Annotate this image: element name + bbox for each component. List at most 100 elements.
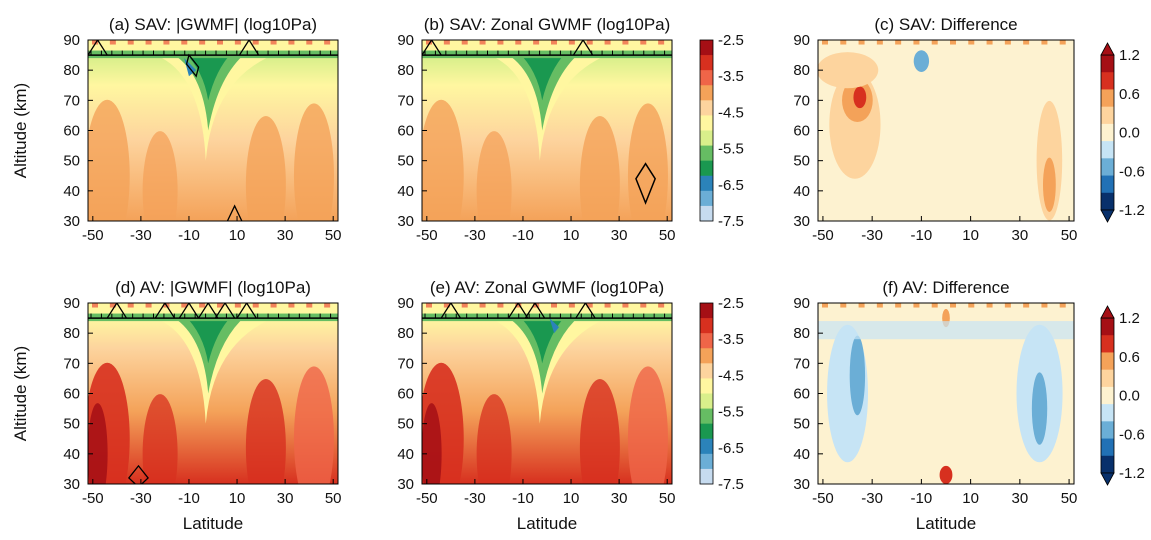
y-tick-label: 60 [63,386,80,403]
colorbar-label: -4.5 [718,367,744,384]
colorbar-label: -0.6 [1119,426,1145,443]
panel-f: (f) AV: Difference -50 -30 -10 10 30 50 30 40 50 6… [793,278,1077,533]
x-axis-label: Latitude [517,514,578,533]
x-tick-label: 30 [611,227,628,244]
heatmap-field [818,40,1074,221]
y-tick-label: 90 [397,32,414,49]
diff-colorbar: 1.2 0.6 0.0 -0.6 -1.2 [1100,42,1145,223]
x-tick-label: -50 [82,227,104,244]
x-tick-label: -10 [178,227,200,244]
y-axis-label: Altitude (km) [11,346,30,441]
colorbar-label: -7.5 [718,476,744,493]
x-tick-label: 50 [1061,227,1078,244]
y-tick-label: 70 [397,92,414,109]
y-tick-label: 40 [63,183,80,200]
y-tick-label: 90 [63,295,80,312]
panel-e: (e) AV: Zonal GWMF (log10Pa) -50 -30 -10 10 3… [397,278,675,533]
heatmap-field [88,40,338,221]
panel-title: (c) SAV: Difference [874,15,1017,34]
y-tick-label: 60 [397,123,414,140]
panel-c: (c) SAV: Difference -50 -30 -10 10 30 50 30 40 50… [793,15,1077,244]
y-tick-label: 60 [793,386,810,403]
colorbar-label: -1.2 [1119,202,1145,219]
significance-contour [422,303,672,319]
y-tick-label: 70 [793,92,810,109]
colorbar-label: 0.0 [1119,388,1140,405]
x-tick-label: 50 [1061,490,1078,507]
x-tick-label: -10 [512,227,534,244]
y-tick-label: 90 [793,295,810,312]
y-tick-label: 80 [397,62,414,79]
gwmf-colorbar: -2.5 -3.5 -4.5 -5.5 -6.5 -7.5 [699,295,744,493]
x-tick-label: 50 [325,490,342,507]
x-tick-label: -30 [130,227,152,244]
panel-title: (f) AV: Difference [882,278,1009,297]
y-tick-label: 40 [793,446,810,463]
x-tick-label: -50 [416,227,438,244]
colorbar-label: 0.6 [1119,86,1140,103]
colorbar-label: -5.5 [718,141,744,158]
x-tick-label: 30 [611,490,628,507]
colorbar-label: -2.5 [718,295,744,312]
x-tick-label: -10 [512,490,534,507]
x-axis-label: Latitude [916,514,977,533]
panel-title: (d) AV: |GWMF| (log10Pa) [115,278,311,297]
diff-colorbar: 1.2 0.6 0.0 -0.6 -1.2 [1100,305,1145,486]
y-tick-label: 50 [397,153,414,170]
panel-title: (b) SAV: Zonal GWMF (log10Pa) [424,15,671,34]
y-tick-label: 70 [63,355,80,372]
y-tick-label: 80 [397,325,414,342]
y-tick-label: 40 [63,446,80,463]
y-tick-label: 40 [793,183,810,200]
y-tick-label: 80 [63,62,80,79]
x-tick-label: -50 [812,227,834,244]
y-tick-label: 70 [63,92,80,109]
significance-contour [88,40,338,221]
x-tick-label: -10 [911,490,933,507]
colorbar-label: -5.5 [718,404,744,421]
heatmap-field [422,303,672,484]
y-tick-label: 70 [397,355,414,372]
colorbar-label: -0.6 [1119,163,1145,180]
panel-title: (a) SAV: |GWMF| (log10Pa) [109,15,317,34]
x-tick-label: -50 [82,490,104,507]
x-tick-label: -30 [464,227,486,244]
colorbar-label: -2.5 [718,32,744,49]
x-tick-label: 10 [229,227,246,244]
x-tick-label: 10 [563,490,580,507]
y-tick-label: 50 [63,153,80,170]
y-tick-label: 70 [793,355,810,372]
y-tick-label: 60 [793,123,810,140]
y-tick-label: 60 [63,123,80,140]
x-tick-label: 10 [563,227,580,244]
x-tick-label: -10 [911,227,933,244]
x-tick-label: -50 [812,490,834,507]
y-tick-label: 90 [63,32,80,49]
colorbar-label: -3.5 [718,68,744,85]
y-tick-label: 60 [397,386,414,403]
y-tick-label: 30 [793,476,810,493]
y-tick-label: 50 [397,416,414,433]
colorbar-label: -4.5 [718,104,744,121]
significance-contour [88,303,338,484]
x-tick-label: -30 [861,490,883,507]
x-tick-label: -50 [416,490,438,507]
significance-contour [422,40,672,205]
y-tick-label: 90 [397,295,414,312]
colorbar-label: -3.5 [718,331,744,348]
y-tick-label: 40 [397,183,414,200]
x-tick-label: -30 [861,227,883,244]
x-tick-label: 30 [1012,227,1029,244]
y-tick-label: 80 [793,325,810,342]
x-tick-label: -30 [130,490,152,507]
y-tick-label: 50 [793,416,810,433]
heatmap-field [88,303,338,484]
x-tick-label: 30 [277,490,294,507]
x-tick-label: 30 [1012,490,1029,507]
colorbar-label: 1.2 [1119,47,1140,64]
colorbar-label: -1.2 [1119,465,1145,482]
colorbar-label: -7.5 [718,213,744,230]
x-tick-label: 10 [962,227,979,244]
y-tick-label: 30 [397,476,414,493]
